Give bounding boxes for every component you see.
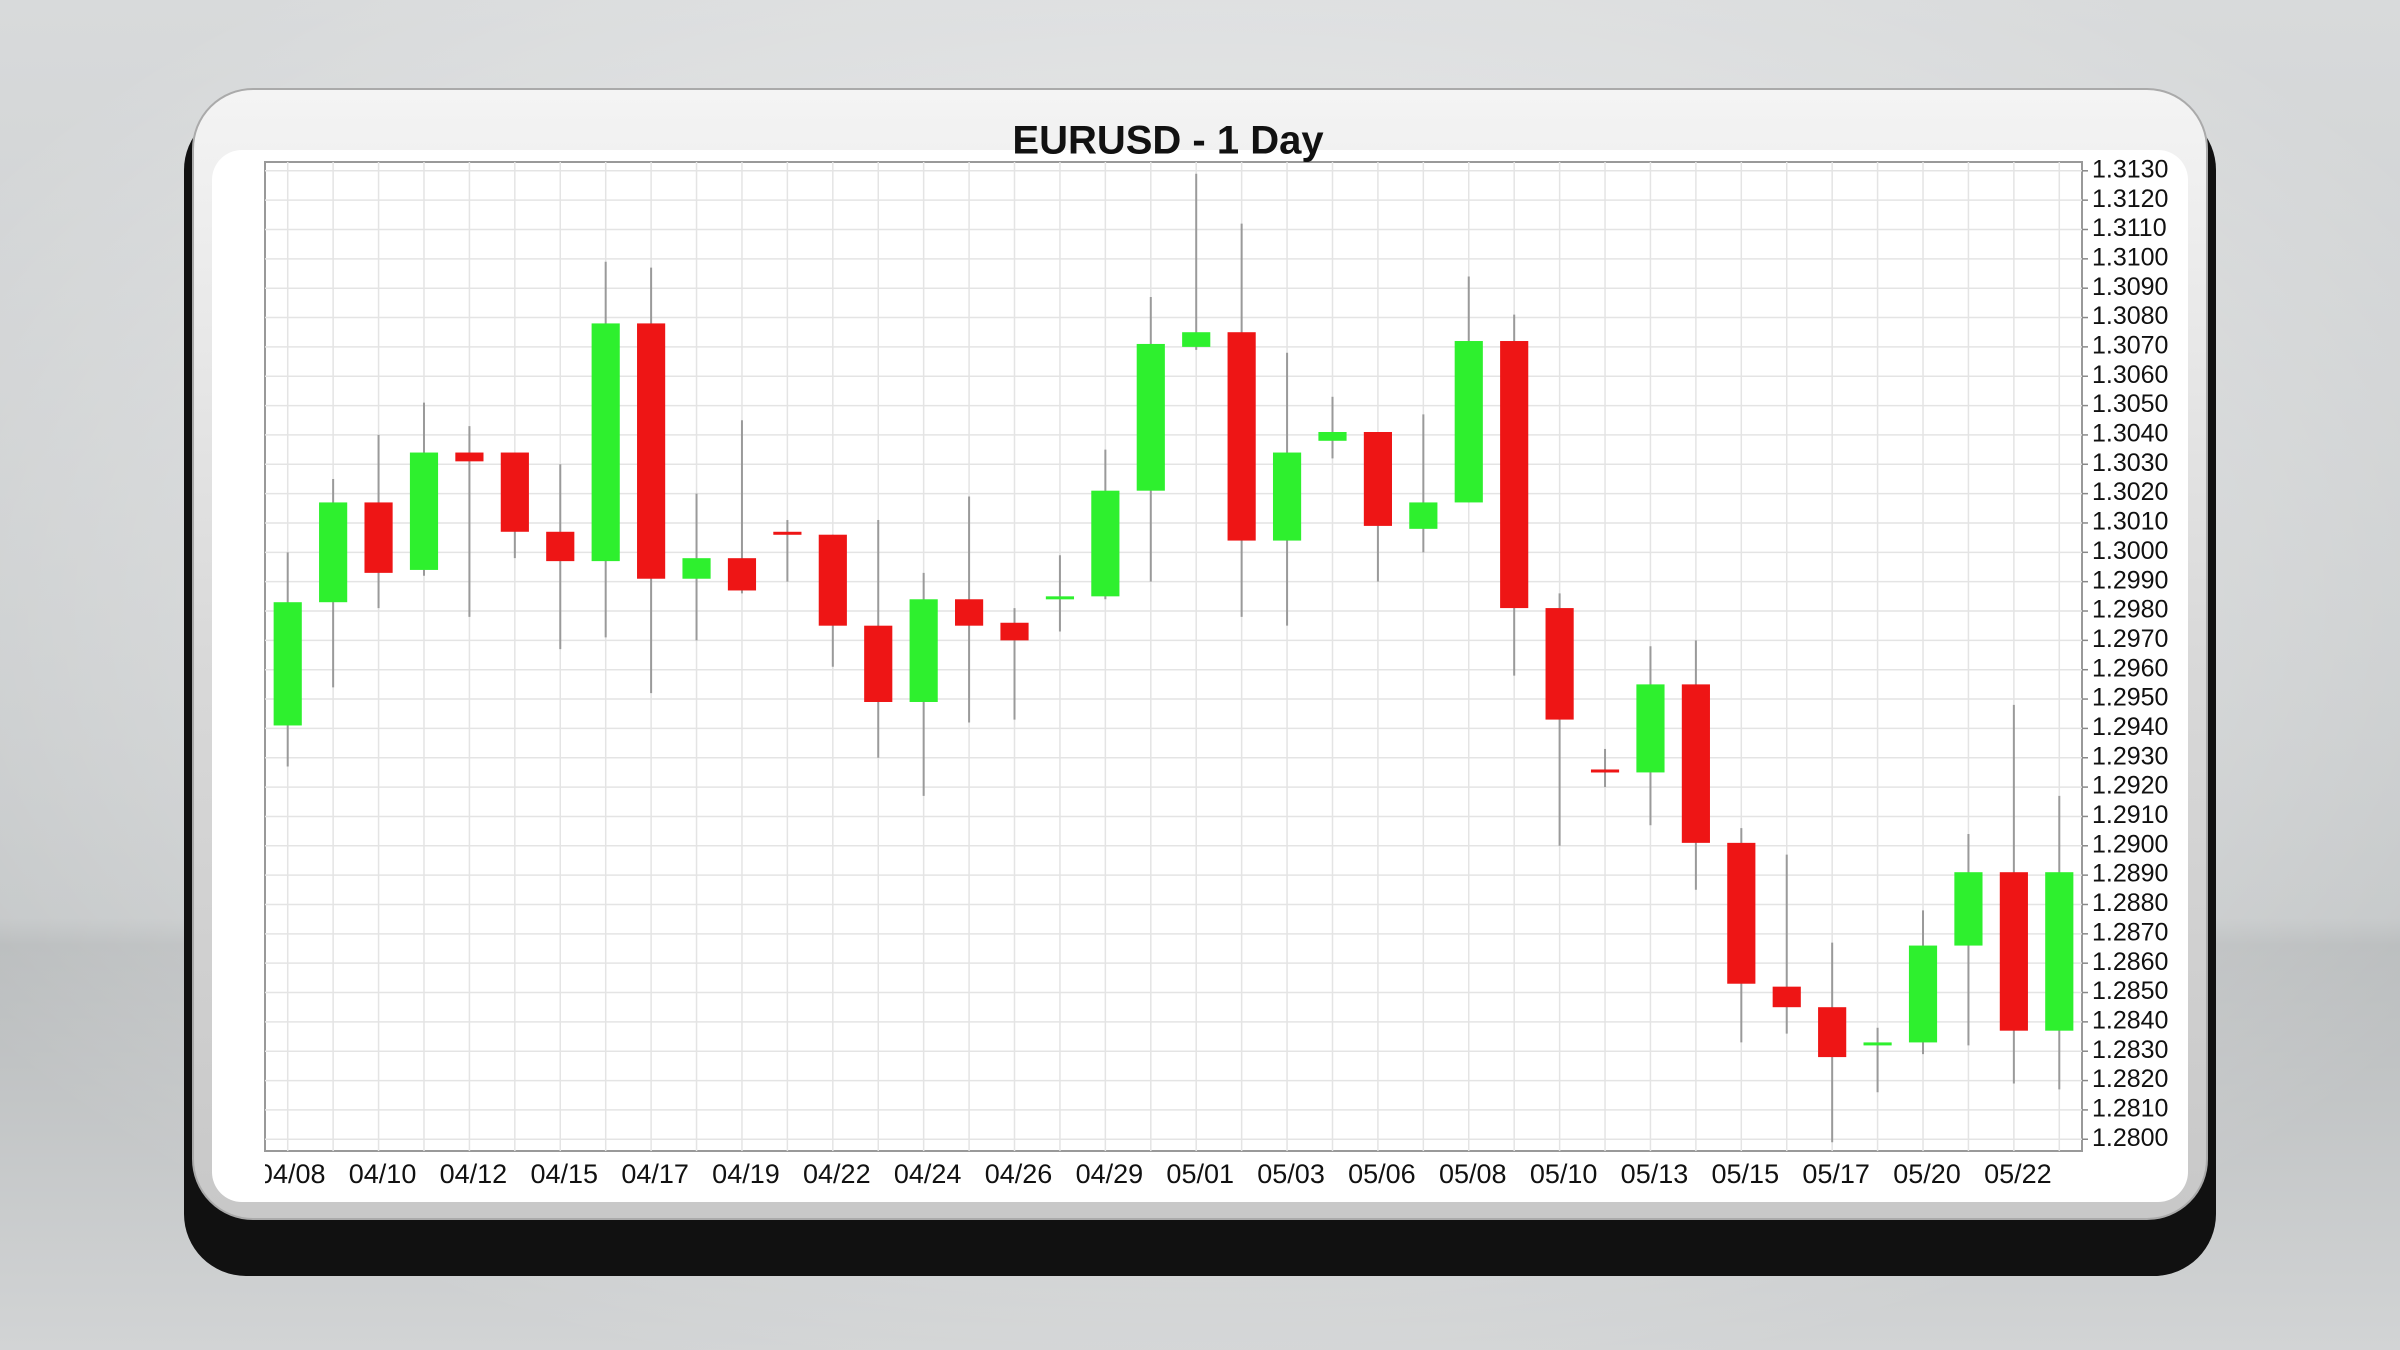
candle-body bbox=[864, 625, 893, 702]
x-tick-label: 04/29 bbox=[1076, 1159, 1144, 1189]
candle-body bbox=[1454, 341, 1483, 503]
y-tick-label: 1.3080 bbox=[2092, 302, 2168, 330]
x-tick-label: 05/08 bbox=[1439, 1159, 1507, 1189]
y-tick-label: 1.3070 bbox=[2092, 331, 2168, 359]
candle-body bbox=[955, 599, 984, 626]
candle-body bbox=[1999, 872, 2028, 1031]
candle-body bbox=[1500, 341, 1529, 609]
candle-body bbox=[1545, 608, 1574, 720]
candle-body bbox=[1727, 842, 1756, 984]
y-tick-label: 1.2820 bbox=[2092, 1065, 2168, 1093]
x-tick-label: 05/20 bbox=[1893, 1159, 1961, 1189]
candle-body bbox=[1227, 332, 1256, 541]
candle-body bbox=[637, 323, 666, 579]
y-tick-label: 1.3110 bbox=[2092, 214, 2167, 242]
plot-area bbox=[264, 161, 2083, 1152]
y-tick-label: 1.3030 bbox=[2092, 449, 2168, 477]
candle-body bbox=[1091, 490, 1120, 597]
y-tick-label: 1.2840 bbox=[2092, 1006, 2168, 1034]
x-tick-label: 04/22 bbox=[803, 1159, 871, 1189]
y-tick-label: 1.2890 bbox=[2092, 860, 2168, 888]
x-tick-label: 05/17 bbox=[1802, 1159, 1870, 1189]
y-tick-label: 1.2990 bbox=[2092, 566, 2168, 594]
candle-body bbox=[500, 452, 529, 532]
candle-body bbox=[364, 502, 393, 573]
candle-body bbox=[1000, 622, 1029, 641]
candle-body bbox=[1045, 596, 1075, 600]
candle-body bbox=[727, 558, 757, 591]
candle-body bbox=[773, 531, 802, 535]
candle-body bbox=[1954, 872, 1983, 946]
x-tick-label: 04/19 bbox=[712, 1159, 780, 1189]
candle-body bbox=[909, 599, 938, 702]
candle-body bbox=[591, 323, 620, 562]
y-tick-label: 1.3120 bbox=[2092, 185, 2168, 213]
candle-body bbox=[546, 531, 575, 562]
x-tick-label: 04/17 bbox=[621, 1159, 689, 1189]
candle-body bbox=[455, 452, 484, 462]
candle-body bbox=[1681, 684, 1710, 843]
x-tick-label: 05/22 bbox=[1984, 1159, 2052, 1189]
y-tick-label: 1.2850 bbox=[2092, 977, 2168, 1005]
x-tick-label: 05/06 bbox=[1348, 1159, 1416, 1189]
y-tick-label: 1.2880 bbox=[2092, 889, 2168, 917]
y-tick-label: 1.3040 bbox=[2092, 420, 2168, 448]
candle-body bbox=[1590, 769, 1620, 773]
candle-body bbox=[1363, 431, 1392, 526]
y-tick-label: 1.3060 bbox=[2092, 361, 2168, 389]
y-tick-label: 1.2830 bbox=[2092, 1036, 2168, 1064]
chart-title: EURUSD - 1 Day bbox=[1012, 119, 1324, 163]
candle-body bbox=[1908, 945, 1938, 1043]
x-tick-label: 04/24 bbox=[894, 1159, 962, 1189]
y-tick-label: 1.3050 bbox=[2092, 390, 2168, 418]
y-tick-label: 1.2930 bbox=[2092, 742, 2168, 770]
y-tick-label: 1.2860 bbox=[2092, 948, 2168, 976]
y-tick-label: 1.2870 bbox=[2092, 918, 2168, 946]
x-tick-label: 05/03 bbox=[1257, 1159, 1325, 1189]
candle-body bbox=[2045, 872, 2074, 1031]
candle-body bbox=[409, 452, 439, 570]
y-tick-label: 1.3090 bbox=[2092, 273, 2168, 301]
x-tick-label: 05/10 bbox=[1530, 1159, 1598, 1189]
y-tick-label: 1.3020 bbox=[2092, 478, 2168, 506]
candle-body bbox=[682, 558, 711, 579]
y-tick-label: 1.3100 bbox=[2092, 243, 2168, 271]
y-tick-label: 1.3010 bbox=[2092, 508, 2168, 536]
y-tick-label: 1.3000 bbox=[2092, 537, 2168, 565]
x-tick-label: 05/15 bbox=[1712, 1159, 1780, 1189]
y-tick-label: 1.2800 bbox=[2092, 1124, 2168, 1152]
candle-body bbox=[818, 534, 847, 626]
candle-body bbox=[319, 502, 348, 603]
y-tick-label: 1.2910 bbox=[2092, 801, 2168, 829]
x-tick-label: 05/13 bbox=[1621, 1159, 1689, 1189]
x-tick-label: 04/08 bbox=[258, 1159, 326, 1189]
y-tick-label: 1.2810 bbox=[2092, 1095, 2168, 1123]
x-tick-label: 05/01 bbox=[1166, 1159, 1234, 1189]
candle-body bbox=[1409, 502, 1438, 529]
candle-body bbox=[1318, 431, 1347, 441]
candle-body bbox=[1772, 986, 1801, 1008]
x-tick-label: 04/15 bbox=[530, 1159, 598, 1189]
y-tick-label: 1.2900 bbox=[2092, 830, 2168, 858]
x-tick-label: 04/26 bbox=[985, 1159, 1053, 1189]
y-tick-label: 1.2940 bbox=[2092, 713, 2168, 741]
candle-body bbox=[1136, 343, 1165, 491]
candle-body bbox=[1182, 332, 1211, 347]
y-tick-label: 1.2960 bbox=[2092, 654, 2168, 682]
candle-body bbox=[1818, 1007, 1847, 1058]
y-tick-label: 1.2970 bbox=[2092, 625, 2168, 653]
candle-body bbox=[1636, 684, 1665, 773]
x-tick-label: 04/12 bbox=[440, 1159, 508, 1189]
y-tick-label: 1.2950 bbox=[2092, 684, 2168, 712]
y-tick-label: 1.2920 bbox=[2092, 772, 2168, 800]
candle-body bbox=[273, 602, 302, 726]
y-tick-label: 1.3130 bbox=[2092, 155, 2168, 183]
candle-body bbox=[1863, 1042, 1892, 1046]
candle-body bbox=[1272, 452, 1302, 541]
y-tick-label: 1.2980 bbox=[2092, 596, 2168, 624]
x-tick-label: 04/10 bbox=[349, 1159, 417, 1189]
